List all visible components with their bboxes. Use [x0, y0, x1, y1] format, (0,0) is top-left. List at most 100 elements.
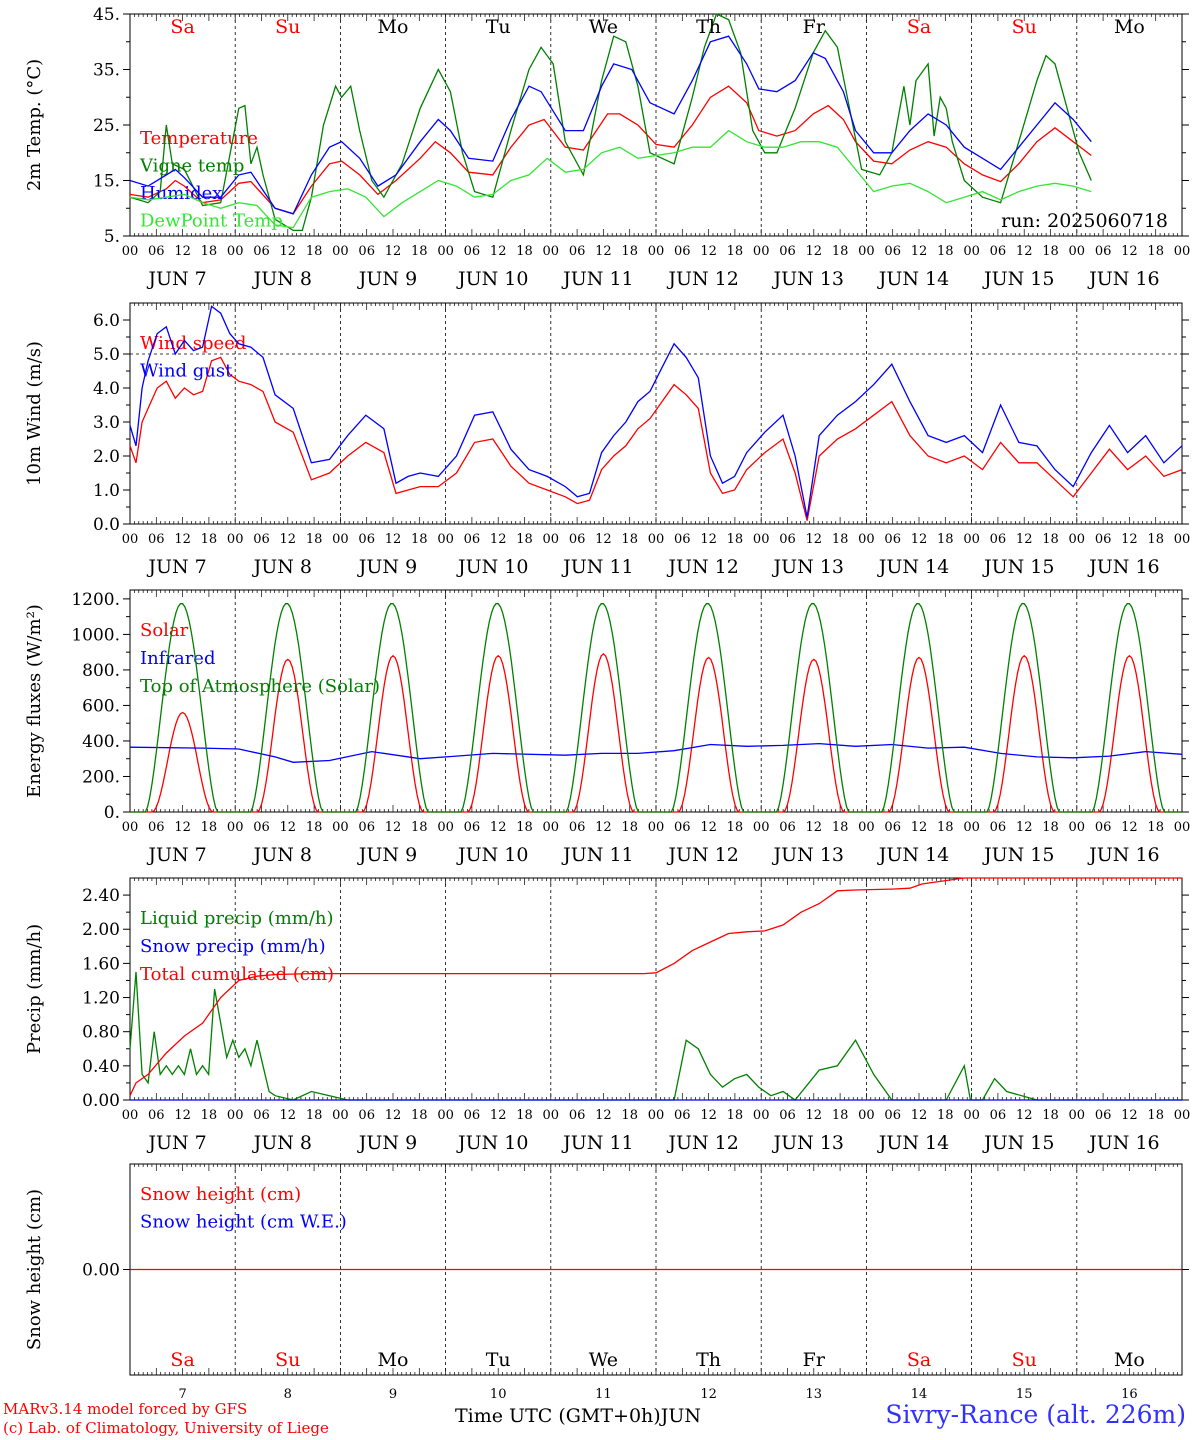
legend-dewpoint-temp: DewPoint Temp — [140, 211, 283, 232]
month-label: JUN — [660, 1405, 701, 1427]
hour-label: 06 — [884, 820, 901, 835]
hour-label: 06 — [148, 244, 165, 259]
hour-label: 00 — [1069, 244, 1086, 259]
day-date-label: JUN 8 — [252, 556, 312, 578]
hour-label: 18 — [411, 820, 428, 835]
hour-label: 00 — [543, 820, 560, 835]
hour-label: 06 — [569, 1108, 586, 1123]
day-of-week-bottom: Tu — [486, 1349, 511, 1371]
y-tick-label: 15. — [93, 172, 120, 192]
day-date-label: JUN 7 — [146, 268, 206, 290]
y-tick-label: 0.0 — [93, 515, 120, 535]
legend-vigne-temp: Vigne temp — [139, 156, 244, 177]
hour-label: 06 — [358, 820, 375, 835]
day-of-week-bottom: Mo — [378, 1349, 409, 1371]
series-line-wind-speed — [129, 356, 1183, 521]
hour-label: 06 — [464, 244, 481, 259]
day-date-label: JUN 16 — [1087, 844, 1159, 866]
hour-label: 18 — [411, 1108, 428, 1123]
day-date-label: JUN 13 — [772, 268, 844, 290]
hour-label: 06 — [569, 820, 586, 835]
run-label: run: 2025060718 — [1001, 210, 1168, 232]
hour-label: 12 — [174, 244, 191, 259]
day-date-label: JUN 8 — [252, 268, 312, 290]
hour-label: 12 — [1121, 820, 1138, 835]
day-date-label: JUN 13 — [772, 1132, 844, 1154]
hour-label: 00 — [437, 820, 454, 835]
legend-infrared: Infrared — [140, 648, 215, 669]
hour-label: 06 — [674, 820, 691, 835]
hour-label: 06 — [1095, 532, 1112, 547]
hour-label: 12 — [174, 532, 191, 547]
day-date-label: JUN 10 — [456, 556, 528, 578]
hour-label: 00 — [963, 532, 980, 547]
hour-label: 06 — [990, 820, 1007, 835]
time-axis-title: Time UTC (GMT+0h)JUN — [455, 1405, 701, 1427]
day-date-label: JUN 9 — [357, 556, 417, 578]
hour-label: 12 — [385, 1108, 402, 1123]
hour-label: 12 — [595, 820, 612, 835]
hour-label: 18 — [621, 820, 638, 835]
day-date-label: JUN 8 — [252, 1132, 312, 1154]
hour-label: 18 — [727, 532, 744, 547]
hour-label: 06 — [464, 820, 481, 835]
day-number-bottom: 16 — [1121, 1387, 1138, 1402]
hour-label: 12 — [595, 532, 612, 547]
day-of-week-bottom: Su — [275, 1349, 300, 1371]
day-of-week-top: Th — [696, 16, 721, 38]
hour-label: 12 — [911, 532, 928, 547]
y-tick-label: 1200. — [71, 590, 120, 610]
hour-label: 12 — [280, 1108, 297, 1123]
hour-label: 06 — [884, 244, 901, 259]
hour-label: 00 — [122, 532, 139, 547]
day-number-bottom: 12 — [700, 1387, 717, 1402]
y-axis-label: 2m Temp. (°C) — [24, 59, 45, 191]
hour-label: 18 — [621, 244, 638, 259]
model-line: MARv3.14 model forced by GFS — [3, 1400, 248, 1418]
hour-label: 18 — [201, 820, 218, 835]
day-number-bottom: 9 — [389, 1387, 397, 1402]
day-date-label: JUN 11 — [561, 268, 633, 290]
hour-label: 18 — [201, 244, 218, 259]
time-axis-label: Time UTC (GMT+0h) — [455, 1405, 661, 1427]
hour-label: 00 — [753, 532, 770, 547]
day-date-label: JUN 15 — [982, 844, 1054, 866]
hour-label: 06 — [990, 532, 1007, 547]
day-number-bottom: 8 — [284, 1387, 292, 1402]
y-axis-label: Precip (mm/h) — [24, 924, 45, 1054]
hour-label: 06 — [148, 532, 165, 547]
y-tick-label: 6.0 — [93, 311, 120, 331]
hour-label: 12 — [490, 820, 507, 835]
y-tick-label: 3.0 — [93, 413, 120, 433]
hour-label: 06 — [674, 244, 691, 259]
hour-label: 18 — [832, 532, 849, 547]
hour-label: 18 — [727, 244, 744, 259]
legend-wind-speed: Wind speed — [140, 333, 246, 354]
legend-snow-height-cm-: Snow height (cm) — [140, 1184, 301, 1205]
hour-label: 18 — [516, 1108, 533, 1123]
hour-label: 12 — [490, 1108, 507, 1123]
hour-label: 18 — [937, 244, 954, 259]
hour-label: 06 — [253, 244, 270, 259]
hour-label: 00 — [1174, 1108, 1191, 1123]
day-of-week-top: Mo — [378, 16, 409, 38]
hour-label: 00 — [543, 532, 560, 547]
hour-label: 06 — [1095, 244, 1112, 259]
day-date-label: JUN 11 — [561, 556, 633, 578]
hour-label: 00 — [1174, 532, 1191, 547]
hour-label: 00 — [332, 820, 349, 835]
hour-label: 00 — [227, 532, 244, 547]
hour-label: 18 — [937, 820, 954, 835]
hour-label: 00 — [753, 820, 770, 835]
day-of-week-top: Tu — [486, 16, 511, 38]
hour-label: 18 — [1042, 532, 1059, 547]
hour-label: 06 — [1095, 1108, 1112, 1123]
hour-label: 00 — [227, 1108, 244, 1123]
day-number-bottom: 14 — [911, 1387, 928, 1402]
day-of-week-bottom: Fr — [803, 1349, 826, 1371]
hour-label: 06 — [253, 820, 270, 835]
day-of-week-bottom: Sa — [907, 1349, 931, 1371]
hour-label: 18 — [411, 532, 428, 547]
hour-label: 18 — [1147, 1108, 1164, 1123]
hour-label: 00 — [648, 1108, 665, 1123]
